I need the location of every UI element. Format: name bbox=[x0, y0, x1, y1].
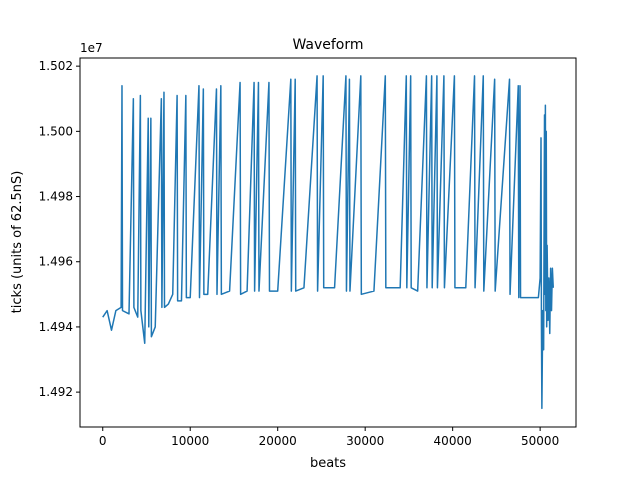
y-offset-label: 1e7 bbox=[80, 41, 103, 55]
y-tick-label: 1.494 bbox=[39, 320, 73, 334]
y-tick-label: 1.502 bbox=[39, 59, 73, 73]
y-axis-label: ticks (units of 62.5nS) bbox=[10, 171, 25, 314]
y-tick-label: 1.496 bbox=[39, 255, 73, 269]
line-series bbox=[102, 75, 555, 410]
x-tick-label: 50000 bbox=[521, 434, 559, 448]
x-axis-label: beats bbox=[310, 456, 346, 471]
y-tick-label: 1.492 bbox=[39, 385, 73, 399]
y-tick-label: 1.498 bbox=[39, 190, 73, 204]
x-tick-label: 30000 bbox=[346, 434, 384, 448]
x-tick-label: 20000 bbox=[259, 434, 297, 448]
x-tick-label: 10000 bbox=[171, 434, 209, 448]
y-tick-label: 1.500 bbox=[39, 124, 73, 138]
plot-frame bbox=[79, 57, 577, 428]
x-tick-label: 0 bbox=[99, 434, 107, 448]
chart-title: Waveform bbox=[292, 37, 363, 53]
x-tick-label: 40000 bbox=[434, 434, 472, 448]
